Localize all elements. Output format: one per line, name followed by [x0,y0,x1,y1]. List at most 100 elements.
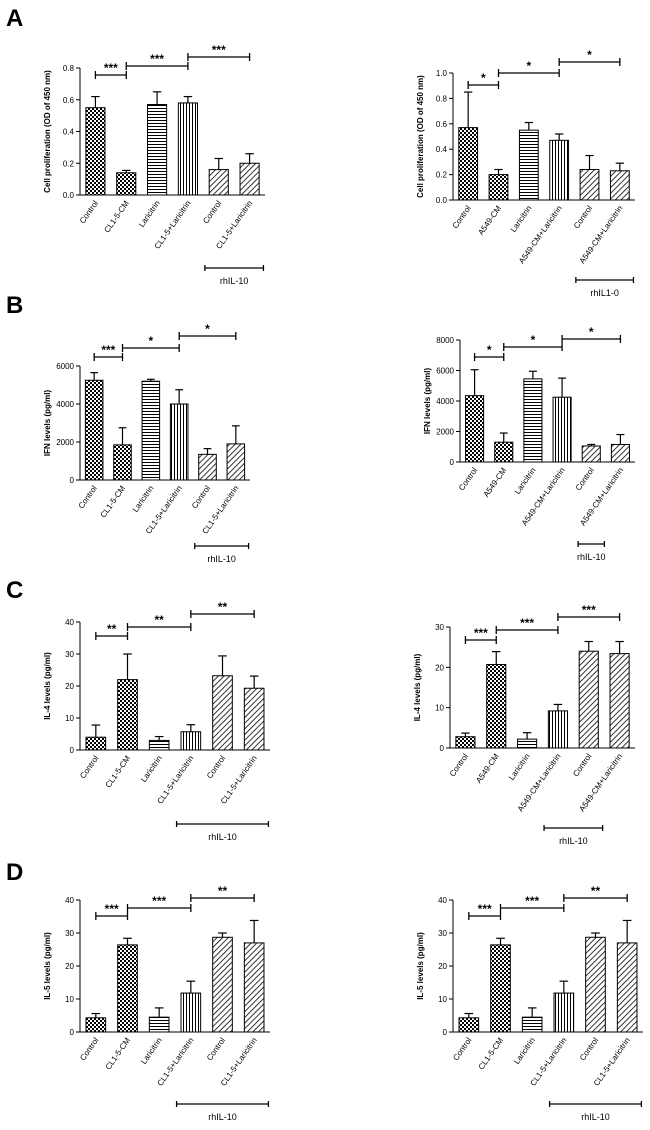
panel-letter-c: C [6,577,23,604]
y-tick-label: 10 [65,995,74,1004]
significance-label: *** [525,894,539,908]
category-label: Laricitrin [139,754,164,784]
group-label: rhIL-10 [581,1112,610,1122]
y-tick-label: 0.6 [63,96,75,105]
panel-letter-a: A [6,5,23,32]
category-label: Laricitrin [513,466,538,496]
significance-label: ** [107,622,117,636]
bar [239,162,260,196]
bar [486,664,507,749]
y-tick-label: 0 [70,476,75,485]
bar [116,172,137,196]
category-label: CL1-5-CM [477,1036,506,1072]
y-tick-label: 30 [438,929,447,938]
y-tick-label: 0.6 [436,120,448,129]
y-axis-label: IL-4 levels (pg/ml) [413,653,422,721]
significance-label: * [205,322,210,336]
y-tick-label: 20 [438,962,447,971]
category-label: A549-CM [476,204,503,237]
significance-label: *** [105,902,119,916]
y-tick-label: 0 [440,744,445,753]
category-label: Control [571,752,593,778]
bar [117,679,138,751]
group-label: rhIL1-0 [590,288,619,298]
y-tick-label: 0.0 [436,196,448,205]
bar [84,379,104,481]
bar [148,739,170,751]
significance-label: *** [152,894,166,908]
significance-label: *** [212,43,226,57]
bar [518,129,539,201]
y-axis-label: IL-5 levels (pg/ml) [43,932,52,1000]
significance-label: *** [101,343,115,357]
category-label: CL1-5-CM [104,1036,133,1072]
category-label: Control [205,754,227,780]
bar [579,169,600,201]
significance-label: *** [474,626,488,640]
bar [243,687,265,751]
y-tick-label: 1.0 [436,69,448,78]
chart-a-left: 0.0 0.2 0.4 0.6 0.8 Cell proliferation (OD of… [43,43,265,286]
y-axis-label: IFN levels (pg/ml) [43,390,52,457]
category-label: Control [451,1036,473,1062]
y-tick-label: 40 [65,618,74,627]
bar [553,992,575,1033]
category-label: Control [78,1036,100,1062]
category-label: Control [578,1036,600,1062]
bar [578,650,599,749]
category-label: Laricitrin [137,199,162,229]
bar [180,992,202,1033]
category-label: CL1-5-CM [99,484,128,520]
y-tick-label: 20 [65,962,74,971]
category-label: Control [574,466,596,492]
y-tick-label: 20 [65,682,74,691]
bar [208,169,229,196]
charts-layer: 0.0 0.2 0.4 0.6 0.8 Cell proliferation (OD of… [43,43,643,1122]
bar [198,453,217,481]
significance-label: ** [591,884,601,898]
y-tick-label: 10 [438,995,447,1004]
category-label: Control [78,199,100,225]
significance-label: * [526,59,531,73]
group-label: rhIL-10 [559,836,588,846]
bar [113,444,132,481]
category-label: CL1-5-CM [104,754,133,790]
significance-label: * [587,48,592,62]
category-label: Laricitrin [131,484,156,514]
bar [523,378,543,463]
significance-label: *** [104,61,118,75]
y-tick-label: 0 [450,458,455,467]
y-tick-label: 40 [438,896,447,905]
panel-letter-d: D [6,859,23,886]
category-label: CL1-5-CM [102,199,131,235]
category-label: Laricitrin [139,1036,164,1066]
category-label: Control [451,204,473,230]
category-label: Control [190,484,212,510]
bar [616,942,638,1033]
y-tick-label: 30 [435,623,444,632]
y-tick-label: 6000 [436,367,454,376]
bar [212,675,233,751]
y-axis-label: Cell proliferation (OD of 450 nm) [416,75,425,198]
bar [610,443,630,463]
y-tick-label: 6000 [56,362,74,371]
group-label: rhIL-10 [208,832,237,842]
chart-a-right: 0.0 0.2 0.4 0.6 0.8 1.0 Cell proliferation (OD… [416,48,635,298]
bar [521,1016,543,1033]
bar [458,127,479,201]
category-label: Control [457,466,479,492]
bar [141,380,161,481]
group-label: rhIL-10 [208,1112,237,1122]
category-label: Control [77,484,99,510]
y-tick-label: 0 [443,1028,448,1037]
bar [465,395,485,463]
bar [549,139,570,201]
significance-label: *** [150,52,164,66]
y-tick-label: 40 [65,896,74,905]
bar [609,653,630,749]
category-label: A549-CM [482,466,509,499]
